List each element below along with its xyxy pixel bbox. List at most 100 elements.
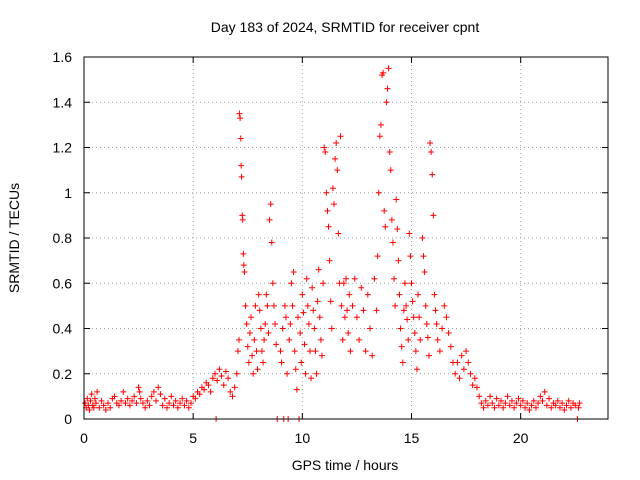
data-point: [248, 314, 255, 321]
data-point: [266, 216, 273, 223]
data-point: [441, 302, 448, 309]
data-point: [508, 397, 515, 404]
data-point: [332, 155, 339, 162]
data-point: [290, 268, 297, 275]
data-point: [330, 201, 337, 208]
data-point: [502, 400, 509, 407]
data-point: [399, 359, 406, 366]
data-point: [517, 402, 524, 409]
data-point: [91, 395, 98, 402]
data-point: [234, 348, 241, 355]
data-point: [484, 402, 491, 409]
data-point: [409, 298, 416, 305]
data-point: [469, 382, 476, 389]
data-point: [142, 404, 149, 411]
data-point: [100, 402, 107, 409]
data-point: [406, 230, 413, 237]
data-point: [395, 257, 402, 264]
data-point: [321, 144, 328, 151]
data-point: [250, 370, 257, 377]
data-point: [532, 404, 539, 411]
data-point: [236, 110, 243, 117]
data-point: [429, 171, 436, 178]
data-point: [528, 402, 535, 409]
data-point: [312, 348, 319, 355]
data-point: [179, 395, 186, 402]
data-point: [129, 397, 136, 404]
data-point: [90, 404, 97, 411]
data-point: [227, 388, 234, 395]
data-point: [413, 366, 420, 373]
data-point: [394, 225, 401, 232]
data-point: [239, 216, 246, 223]
data-point: [102, 406, 109, 413]
data-point: [513, 400, 520, 407]
x-tick-label: 10: [295, 430, 311, 446]
chart-title: Day 183 of 2024, SRMTID for receiver cpn…: [211, 19, 480, 35]
data-point: [207, 388, 214, 395]
data-point: [246, 330, 253, 337]
data-point: [299, 291, 306, 298]
data-point: [293, 386, 300, 393]
data-point: [535, 400, 542, 407]
data-point: [454, 359, 461, 366]
data-point: [380, 69, 387, 76]
data-point: [144, 397, 151, 404]
data-point: [111, 393, 118, 400]
data-point: [131, 393, 138, 400]
data-point: [318, 352, 325, 359]
data-point: [522, 404, 529, 411]
y-tick-label: 0.6: [53, 275, 73, 291]
data-point: [410, 314, 417, 321]
x-axis-title: GPS time / hours: [292, 457, 399, 473]
data-point: [282, 314, 289, 321]
data-point: [187, 400, 194, 407]
data-point: [308, 375, 315, 382]
data-point: [126, 402, 133, 409]
data-point: [161, 395, 168, 402]
plot-frame: [83, 56, 609, 420]
data-point: [218, 373, 225, 380]
data-point: [153, 397, 160, 404]
data-point: [443, 314, 450, 321]
data-point: [572, 402, 579, 409]
data-point: [463, 348, 470, 355]
data-point: [177, 400, 184, 407]
data-point: [422, 302, 429, 309]
data-point: [233, 370, 240, 377]
data-point: [286, 336, 293, 343]
data-point: [419, 235, 426, 241]
data-point: [515, 395, 522, 402]
data-point: [118, 397, 125, 404]
data-point: [185, 404, 192, 411]
data-point: [192, 395, 199, 402]
data-point: [388, 216, 395, 223]
data-point: [107, 404, 114, 411]
data-point: [493, 395, 500, 402]
x-tick-labels: 0 5 10 15 20: [80, 430, 529, 446]
data-point: [452, 370, 459, 377]
x-tick-label: 5: [189, 430, 197, 446]
data-point: [543, 402, 550, 409]
data-point: [428, 149, 435, 156]
data-point: [84, 395, 91, 402]
data-point: [401, 280, 408, 287]
data-point: [289, 302, 296, 309]
data-point: [170, 402, 177, 409]
data-point: [316, 314, 323, 321]
data-point: [311, 325, 318, 332]
data-point: [405, 336, 412, 343]
data-point: [467, 370, 474, 377]
data-point: [253, 348, 260, 355]
data-point: [548, 404, 555, 411]
data-point: [344, 307, 351, 314]
data-point: [487, 393, 494, 400]
data-point: [489, 400, 496, 407]
data-point: [576, 400, 583, 407]
data-point: [433, 320, 440, 327]
data-point: [313, 370, 320, 377]
x-tick-label: 0: [80, 430, 88, 446]
data-point: [561, 406, 568, 413]
data-point: [229, 393, 236, 400]
data-point: [269, 280, 276, 287]
